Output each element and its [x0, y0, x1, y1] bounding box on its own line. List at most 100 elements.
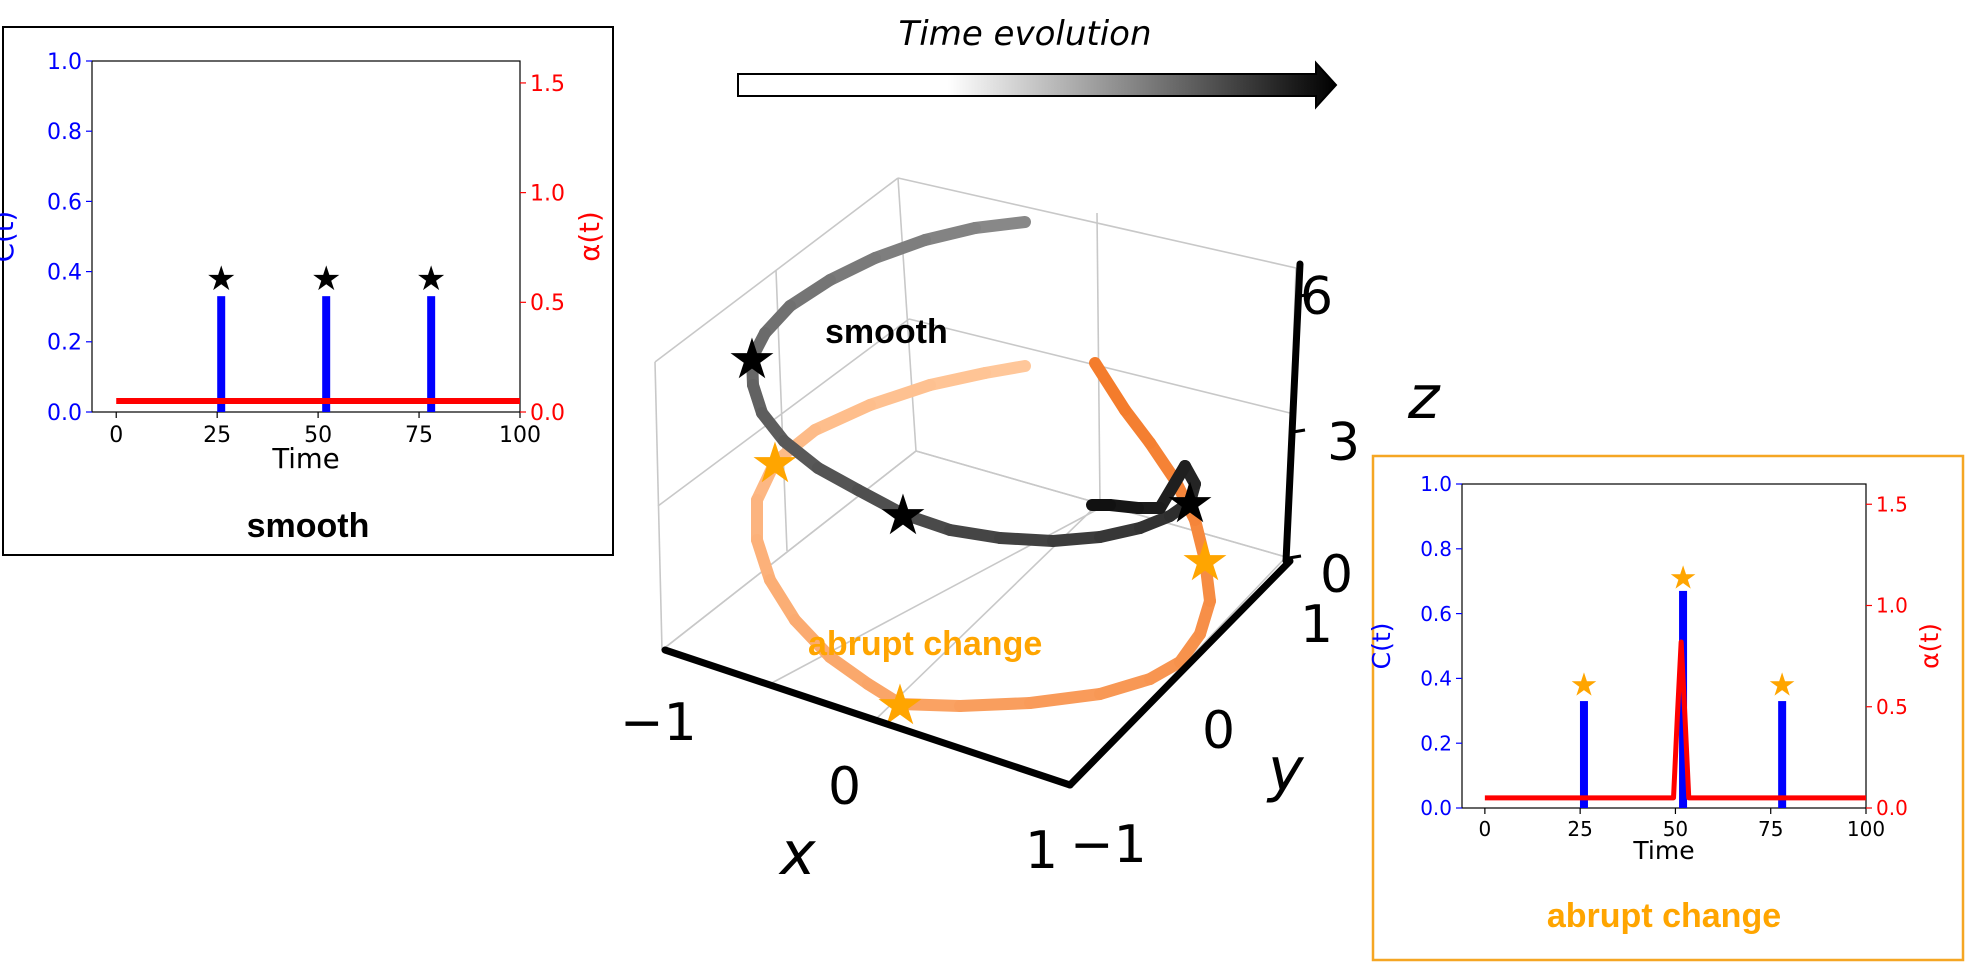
star-marker-3d: ★: [727, 327, 777, 392]
trajectory-segment: [894, 698, 966, 712]
trajectory-segment: [924, 367, 991, 391]
y-right-tick-label: 1.5: [530, 72, 565, 97]
y-left-tick-label: 0.0: [1420, 796, 1452, 820]
trajectory-segment: [919, 222, 981, 246]
y-left-tick-label: 0.6: [1420, 602, 1452, 626]
trajectory-segment: [1024, 688, 1106, 709]
y-tick-label: 1: [1300, 595, 1333, 655]
x-tick-label: −1: [620, 693, 697, 753]
x-tick-label: 100: [1847, 817, 1885, 841]
trajectory-segment: [864, 379, 936, 411]
smooth-panel-frame: [2, 26, 614, 556]
trajectory-segment: [1047, 531, 1106, 547]
axis-labels-3d: x y z: [778, 363, 1441, 889]
trajectory-segment: [764, 574, 801, 626]
trajectory-segment: [751, 534, 776, 586]
trajectory-segment: [1089, 357, 1131, 416]
y-right-tick-label: 1.5: [1876, 492, 1908, 516]
y-left-axis-label: C(t): [0, 211, 20, 262]
y-tick-labels: −1 0 1: [1070, 595, 1333, 875]
abrupt-panel: 0 25 50 75 1000.00.20.40.60.81.00.00.51.01.5…: [1367, 454, 1965, 962]
y-left-tick-label: 1.0: [47, 50, 82, 75]
y-right-axis-label: α(t): [1915, 623, 1944, 669]
smooth-chart: 0 25 50 75 1000.00.20.40.60.81.00.00.51.01.5…: [0, 50, 606, 475]
z-tick-label: 3: [1327, 413, 1360, 473]
trajectory-segment: [824, 252, 881, 286]
trajectory-segment: [869, 234, 931, 264]
x-axis-label: Time: [271, 443, 339, 475]
y-axis-line: [1066, 557, 1294, 789]
x-tick-label: 0: [109, 423, 123, 448]
trajectory-segment: [1119, 404, 1156, 449]
y-left-tick-label: 0.8: [1420, 537, 1452, 561]
z-tick-label: 0: [1320, 545, 1353, 605]
trajectory-segment: [824, 651, 874, 690]
y-left-axis-label: C(t): [1367, 623, 1396, 670]
c-bar: [1579, 701, 1588, 808]
x-tick-label: 100: [499, 423, 541, 448]
y-left-tick-label: 0.0: [47, 401, 82, 426]
star-marker: ★: [1669, 559, 1698, 597]
smooth-trajectory: ★ ★ ★: [727, 216, 1215, 548]
y-right-tick-label: 0.0: [530, 401, 565, 426]
star-marker: ★: [311, 259, 341, 299]
trajectory-segment: [1094, 522, 1146, 543]
c-bar: [217, 296, 226, 412]
star-marker: ★: [206, 259, 236, 299]
y-tick-label: −1: [1070, 815, 1147, 875]
trajectory-segment: [789, 614, 836, 663]
y-left-tick-label: 1.0: [1420, 472, 1452, 496]
x-tick-label: 25: [203, 423, 231, 448]
star-marker: ★: [416, 259, 446, 299]
z-tick-label: 6: [1300, 267, 1333, 327]
trajectory-segment: [1144, 437, 1181, 486]
time-evolution-header: Time evolution: [737, 14, 1338, 110]
x-tick-label: 50: [1663, 817, 1688, 841]
x-axis-label: Time: [1632, 836, 1694, 865]
y-right-axis-label: α(t): [574, 211, 606, 261]
abrupt-change-annotation: abrupt change: [808, 625, 1042, 663]
trajectory-segment: [862, 678, 906, 710]
x-tick-label: 75: [1758, 817, 1783, 841]
axes-3d: [661, 260, 1304, 789]
smooth-annotation: smooth: [825, 313, 948, 351]
y-tick-label: 0: [1202, 701, 1235, 761]
trajectory-segment: [751, 456, 781, 506]
time-evolution-arrow: [737, 60, 1338, 110]
trajectory-segment: [1199, 554, 1216, 607]
c-bar: [1778, 701, 1787, 808]
alpha-line: [1484, 639, 1866, 801]
trajectory-segment: [778, 435, 824, 474]
time-evolution-title: Time evolution: [898, 14, 1151, 54]
trajectory-segment: [1189, 514, 1211, 566]
x-tick-label: 75: [405, 423, 433, 448]
y-axis-label: y: [1266, 735, 1305, 805]
trajectory-3d-plot: ★★★ ★★ ★ −1 0 1 −1 0 1 0 3 6: [620, 177, 1441, 889]
abrupt-change-trajectory: ★★★: [750, 357, 1230, 738]
smooth-panel: 0 25 50 75 1000.00.20.40.60.81.00.00.51.01.5…: [0, 26, 614, 556]
x-tick-label: 1: [1025, 821, 1058, 881]
z-axis-label: z: [1407, 363, 1441, 433]
axis-ticks-3d: [1288, 292, 1313, 560]
abrupt-chart: 0 25 50 75 1000.00.20.40.60.81.00.00.51.01.5…: [1367, 472, 1944, 865]
y-right-tick-label: 0.5: [1876, 695, 1908, 719]
trajectory-segment: [759, 300, 796, 339]
trajectory-segment: [1154, 460, 1191, 514]
star-marker: ★: [1570, 665, 1599, 703]
star-marker-3d: ★: [1180, 529, 1230, 594]
c-bar: [427, 296, 436, 412]
x-axis-line: [661, 646, 1074, 789]
y-left-tick-label: 0.4: [47, 261, 82, 286]
y-right-tick-label: 0.0: [1876, 796, 1908, 820]
trajectory-segment: [944, 524, 1006, 544]
trajectory-segment: [852, 484, 909, 520]
x-tick-label: 50: [304, 423, 332, 448]
c-bar: [322, 296, 331, 412]
x-tick-label: 25: [1567, 817, 1592, 841]
trajectory-segment: [954, 697, 1036, 712]
y-left-tick-label: 0.8: [47, 120, 82, 145]
smooth-caption: smooth: [247, 507, 370, 545]
plot-frame: [91, 60, 521, 413]
z-axis-line: [1282, 260, 1304, 565]
